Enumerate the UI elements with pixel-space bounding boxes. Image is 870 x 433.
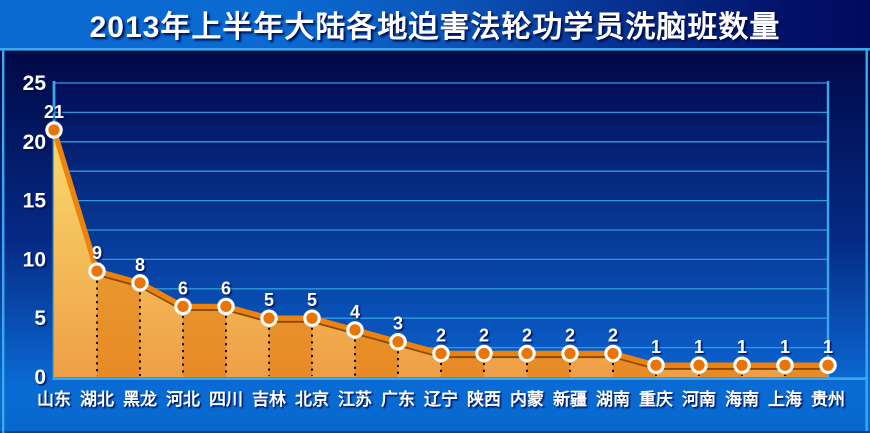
x-axis-label: 四川 bbox=[209, 390, 243, 409]
y-axis-label: 20 bbox=[23, 131, 46, 154]
value-label: 5 bbox=[264, 290, 274, 310]
data-point-marker bbox=[174, 297, 192, 316]
x-axis-label: 山东 bbox=[37, 389, 71, 409]
data-point-marker bbox=[346, 321, 364, 339]
band-overlay bbox=[441, 353, 484, 377]
x-axis-label: 江苏 bbox=[338, 389, 372, 409]
value-label: 1 bbox=[694, 337, 704, 357]
value-label: 2 bbox=[436, 325, 446, 345]
value-label: 9 bbox=[92, 243, 102, 263]
value-label: 1 bbox=[651, 337, 661, 357]
value-label: 8 bbox=[135, 255, 145, 275]
data-point-marker bbox=[518, 344, 536, 363]
band-overlay bbox=[527, 353, 570, 377]
y-axis-label: 25 bbox=[23, 72, 47, 95]
data-point-marker bbox=[475, 344, 493, 363]
y-axis-label: 5 bbox=[34, 307, 46, 330]
x-axis-label: 陕西 bbox=[467, 389, 501, 409]
x-axis-label: 吉林 bbox=[252, 389, 286, 409]
panel-left-border bbox=[2, 48, 5, 433]
band-overlay bbox=[97, 271, 140, 377]
x-axis-label: 上海 bbox=[768, 389, 802, 409]
data-point-marker bbox=[217, 297, 235, 316]
data-point-marker bbox=[561, 344, 579, 363]
x-axis-label: 广东 bbox=[381, 389, 415, 409]
x-axis-label: 河南 bbox=[682, 389, 716, 409]
x-axis-label: 河北 bbox=[166, 390, 200, 409]
data-point-marker bbox=[819, 356, 837, 374]
data-point-marker bbox=[303, 309, 321, 327]
value-label: 2 bbox=[479, 325, 489, 345]
x-axis-label: 辽宁 bbox=[424, 389, 458, 409]
data-point-marker bbox=[776, 356, 794, 374]
panel-top-border bbox=[0, 48, 870, 51]
data-point-marker bbox=[432, 344, 450, 363]
band-overlay bbox=[269, 318, 312, 377]
chart-panel: 21 9 8 6 6 5 5 4 3 2 2 2 2 2 1 1 1 1 1 山东 湖北 黑龙 河北 四川 吉林 北京 江苏 广东 辽宁… bbox=[0, 48, 870, 433]
data-point-marker bbox=[733, 356, 751, 374]
x-axis-label: 湖北 bbox=[80, 390, 114, 409]
value-label: 1 bbox=[780, 337, 790, 357]
x-axis-label: 内蒙 bbox=[510, 389, 544, 409]
y-axis-label: 0 bbox=[34, 366, 46, 389]
x-axis-label: 黑龙 bbox=[123, 389, 157, 409]
data-point-marker bbox=[45, 121, 63, 139]
y-axis-label: 15 bbox=[23, 190, 47, 213]
value-label: 3 bbox=[393, 314, 403, 334]
x-axis-label: 贵州 bbox=[811, 389, 845, 409]
x-axis-label: 海南 bbox=[725, 389, 759, 409]
value-label: 2 bbox=[608, 325, 618, 345]
data-point-marker bbox=[690, 356, 708, 374]
data-point-marker bbox=[647, 356, 665, 374]
x-axis-label: 北京 bbox=[295, 389, 329, 409]
data-point-marker bbox=[131, 274, 149, 292]
value-label: 6 bbox=[221, 278, 231, 298]
value-label: 4 bbox=[350, 302, 360, 322]
value-label: 5 bbox=[307, 290, 317, 310]
value-label: 6 bbox=[178, 278, 188, 298]
panel-right-border bbox=[865, 48, 868, 431]
value-label: 21 bbox=[44, 102, 64, 122]
x-axis-label: 重庆 bbox=[639, 389, 673, 409]
data-point-marker bbox=[88, 262, 106, 280]
x-axis-label: 新疆 bbox=[553, 389, 587, 409]
value-label: 1 bbox=[823, 337, 833, 357]
chart-title: 2013年上半年大陆各地迫害法轮功学员洗脑班数量 bbox=[89, 11, 781, 44]
data-point-marker bbox=[260, 309, 278, 327]
x-axis-label: 湖南 bbox=[596, 389, 630, 409]
data-point-marker bbox=[604, 344, 622, 363]
data-point-marker bbox=[389, 332, 407, 351]
title-bar: 2013年上半年大陆各地迫害法轮功学员洗脑班数量 bbox=[0, 0, 870, 48]
y-axis-label: 10 bbox=[23, 248, 46, 271]
value-label: 2 bbox=[522, 325, 532, 345]
value-label: 1 bbox=[737, 337, 747, 357]
value-label: 2 bbox=[565, 325, 575, 345]
band-overlay bbox=[183, 306, 226, 377]
